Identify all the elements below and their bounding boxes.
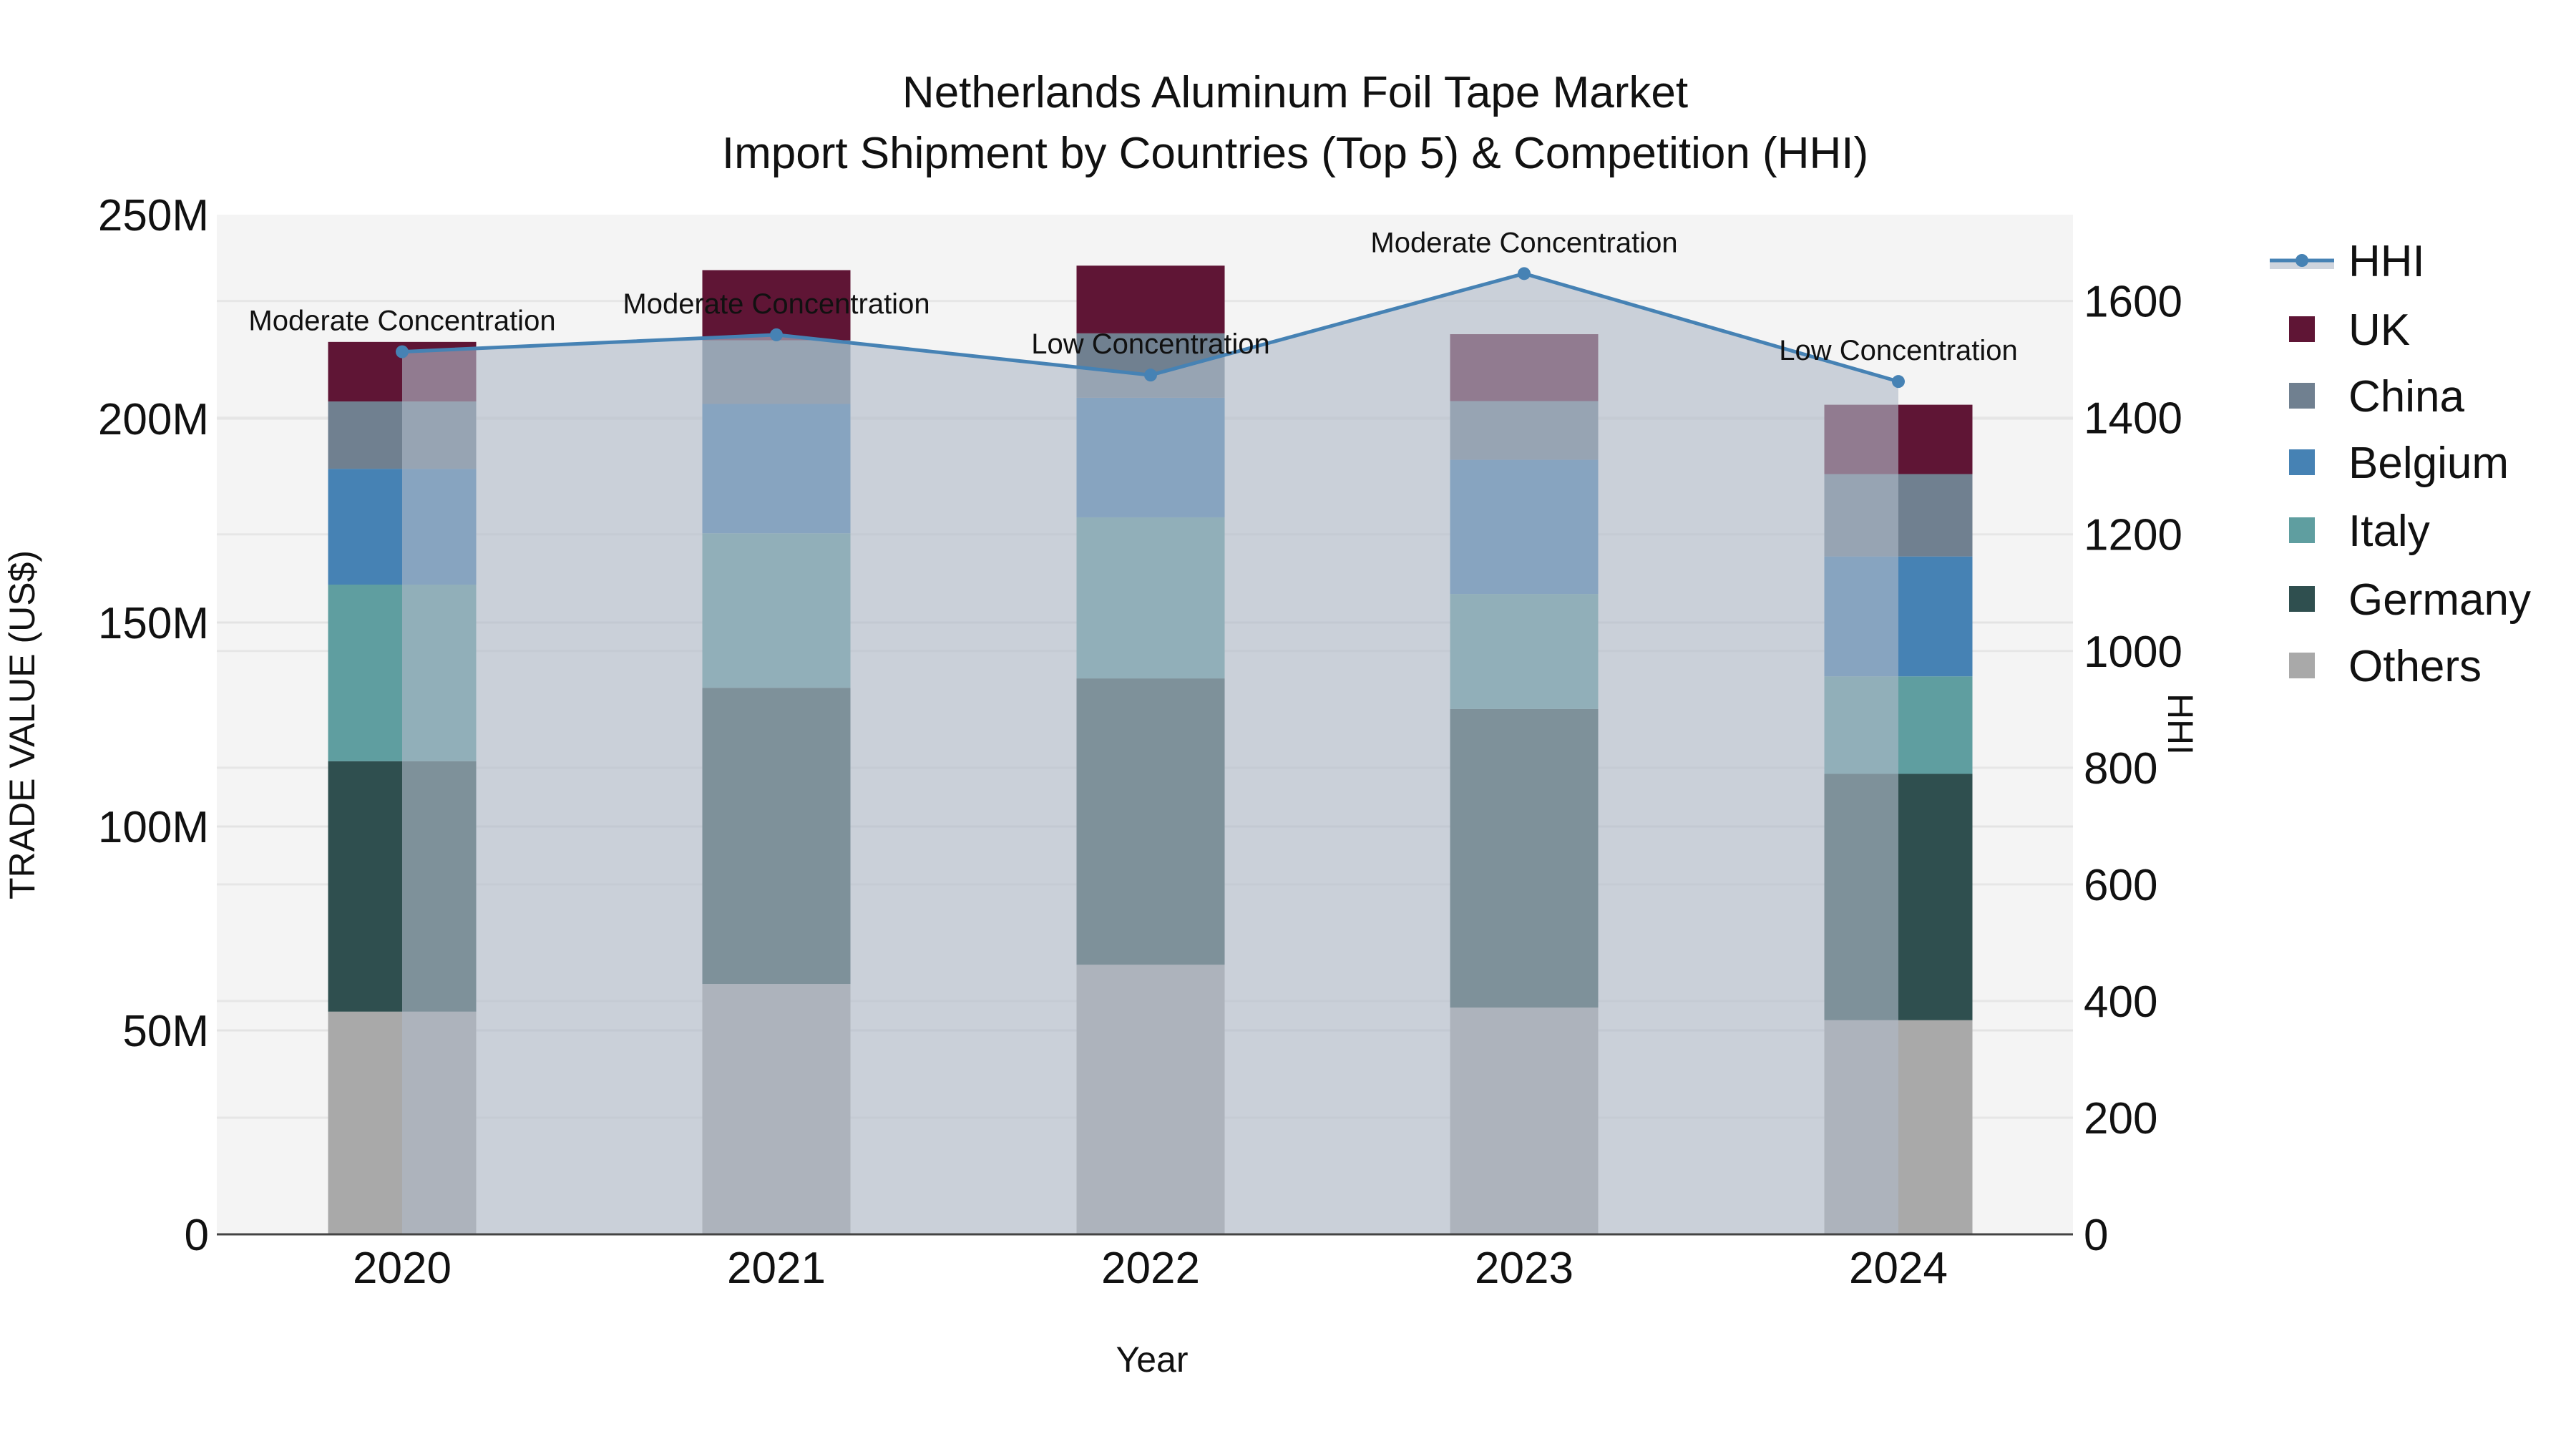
y-right-tick-label: 800 <box>2084 744 2157 794</box>
uk-swatch-icon <box>2289 316 2315 342</box>
hhi-annotation-2022: Low Concentration <box>1031 328 1270 360</box>
china-swatch-icon <box>2289 383 2315 409</box>
legend-item-uk[interactable]: UK <box>2289 306 2410 355</box>
belgium-swatch-icon <box>2289 449 2315 475</box>
y-left-tick-label: 250M <box>98 191 209 240</box>
x-tick-label-2022: 2022 <box>1101 1244 1200 1293</box>
hhi-annotation-2021: Moderate Concentration <box>623 288 930 320</box>
hhi-annotation-2020: Moderate Concentration <box>248 306 555 337</box>
y-right-tick-label: 1200 <box>2084 511 2182 560</box>
legend: HHI UK China Belgium Italy Germany Others <box>2270 237 2531 691</box>
x-tick-label-2020: 2020 <box>353 1244 452 1293</box>
hhi-series <box>396 267 1905 1235</box>
legend-label: China <box>2348 372 2465 421</box>
legend-label: Belgium <box>2348 439 2509 488</box>
legend-label: Germany <box>2348 575 2531 625</box>
y-left-tick-label: 200M <box>98 395 209 444</box>
y-right-tick-label: 200 <box>2084 1094 2157 1143</box>
y-right-tick-label: 1400 <box>2084 394 2182 444</box>
y-right-tick-label: 400 <box>2084 977 2157 1027</box>
y-right-ticks: 0 200 400 600 800 1000 1200 1400 1600 <box>2084 278 2182 1260</box>
y-left-tick-label: 100M <box>98 803 209 852</box>
y-left-tick-label: 0 <box>185 1211 209 1260</box>
hhi-annotations: Moderate Concentration Moderate Concentra… <box>248 227 2017 366</box>
legend-item-germany[interactable]: Germany <box>2289 575 2531 625</box>
x-tick-label-2021: 2021 <box>727 1244 826 1293</box>
legend-item-china[interactable]: China <box>2289 372 2465 421</box>
hhi-annotation-2023: Moderate Concentration <box>1370 227 1677 258</box>
legend-item-italy[interactable]: Italy <box>2289 507 2430 556</box>
italy-swatch-icon <box>2289 517 2315 543</box>
germany-swatch-icon <box>2289 586 2315 612</box>
y-right-tick-label: 1600 <box>2084 278 2182 327</box>
y-right-tick-label: 1000 <box>2084 628 2182 677</box>
hhi-marker-2024 <box>1892 375 1905 389</box>
legend-item-hhi[interactable]: HHI <box>2270 237 2425 286</box>
x-tick-label-2024: 2024 <box>1849 1244 1948 1293</box>
y-left-axis-title: TRADE VALUE (US$) <box>2 550 42 899</box>
chart-title-line2: Import Shipment by Countries (Top 5) & C… <box>722 129 1868 178</box>
hhi-annotation-2024: Low Concentration <box>1779 335 2018 366</box>
bar-segment-uk-2022 <box>1076 265 1225 333</box>
hhi-marker-2022 <box>1144 369 1157 382</box>
y-left-ticks: 0 50M 100M 150M 200M 250M <box>98 191 209 1260</box>
hhi-marker-2023 <box>1518 267 1531 280</box>
legend-label: Italy <box>2348 507 2430 556</box>
legend-item-belgium[interactable]: Belgium <box>2289 439 2509 488</box>
y-right-tick-label: 0 <box>2084 1211 2108 1260</box>
hhi-marker-2021 <box>770 328 783 341</box>
y-left-tick-label: 50M <box>122 1007 209 1056</box>
hhi-legend-marker-icon <box>2296 254 2308 267</box>
y-right-tick-label: 600 <box>2084 861 2157 910</box>
y-right-axis-title: HHI <box>2160 693 2200 755</box>
x-tick-label-2023: 2023 <box>1475 1244 1574 1293</box>
others-swatch-icon <box>2289 653 2315 678</box>
hhi-marker-2020 <box>396 345 409 358</box>
legend-item-others[interactable]: Others <box>2289 642 2482 691</box>
legend-label: UK <box>2348 306 2410 355</box>
y-left-tick-label: 150M <box>98 599 209 648</box>
x-ticks: 2020 2021 2022 2023 2024 <box>353 1244 1948 1293</box>
x-axis-title: Year <box>1116 1340 1188 1380</box>
chart-title-line1: Netherlands Aluminum Foil Tape Market <box>902 68 1688 117</box>
legend-label: Others <box>2348 642 2482 691</box>
legend-label: HHI <box>2348 237 2425 286</box>
hhi-area <box>402 273 1898 1235</box>
